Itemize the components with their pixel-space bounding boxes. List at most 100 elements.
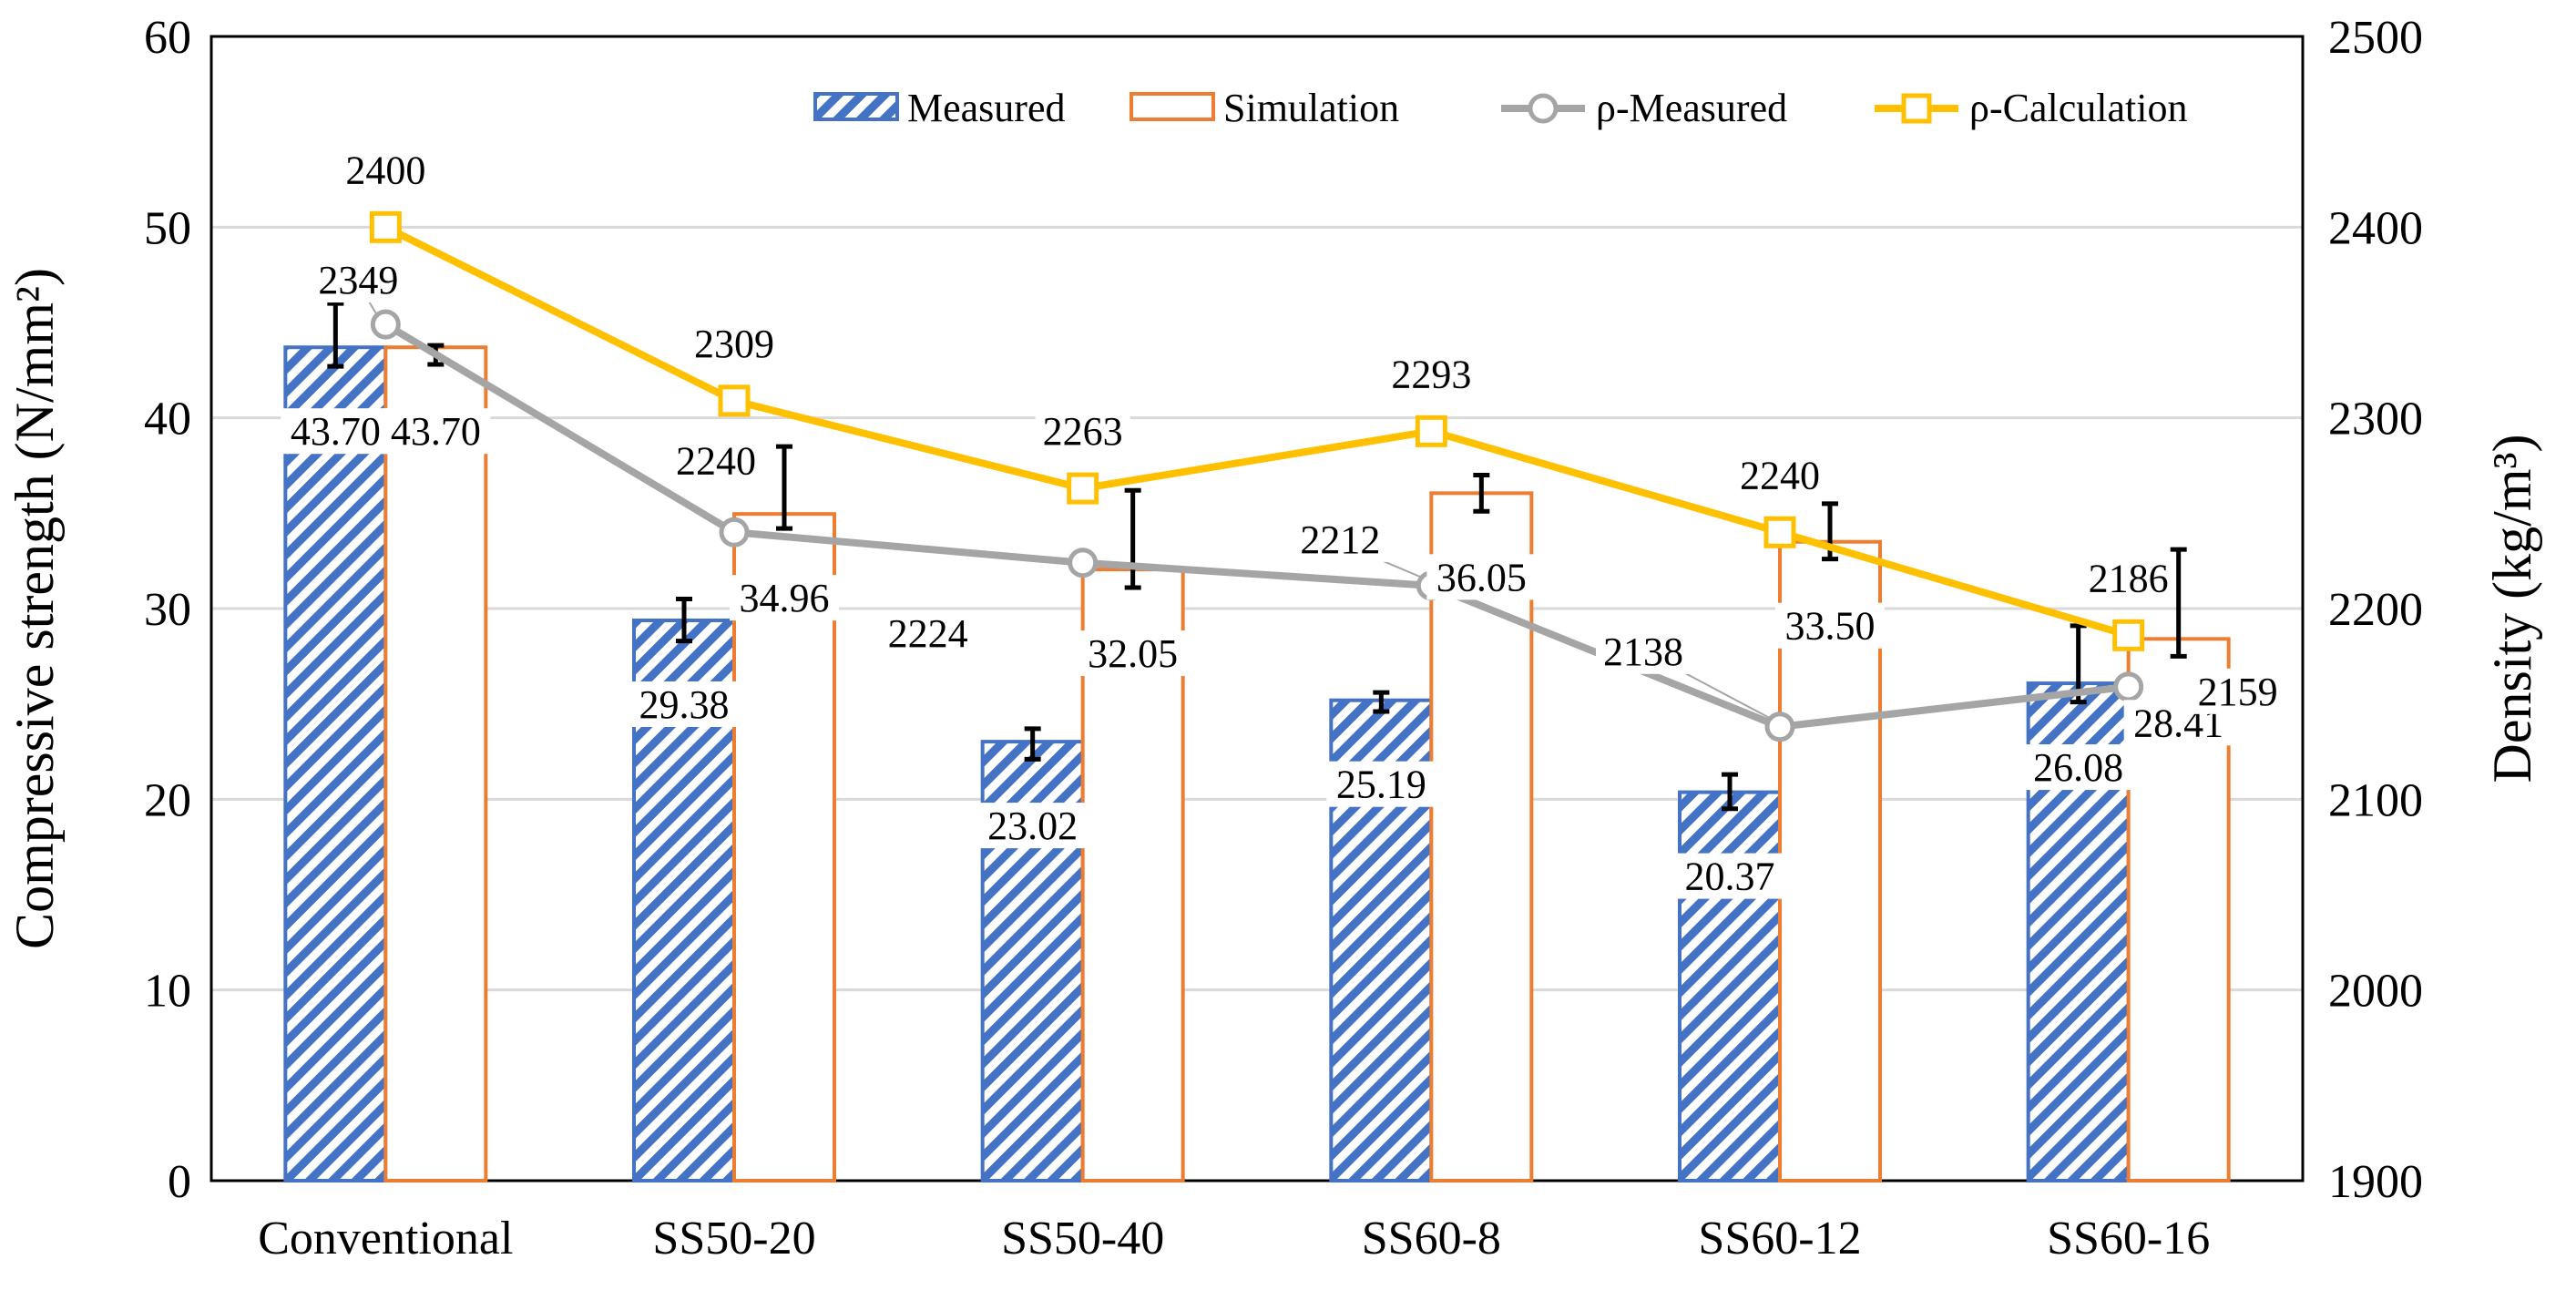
rho-measured-label: 2224	[888, 611, 968, 656]
simulation-value-label: 32.05	[1088, 631, 1178, 676]
left-axis-title: Compressive strength (N/mm²)	[5, 268, 65, 949]
rho-calculation-label: 2240	[1740, 453, 1820, 497]
rho-measured-label: 2240	[676, 438, 756, 483]
data-labels: 43.70 43.70 29.38 34.96 23.02 32.05 25.19 36.05…	[281, 147, 2285, 899]
rho-measured-label-bg	[669, 437, 763, 484]
simulation-value-label: 34.96	[740, 576, 830, 620]
rho-measured-marker	[1764, 712, 1795, 742]
rho-measured-marker	[2113, 671, 2144, 702]
right-axis-title: Density (kg/m³)	[2482, 435, 2542, 783]
right-tick-label: 1900	[2328, 1156, 2423, 1208]
measured-value-label-bg	[281, 408, 391, 455]
rho-calculation-label-bg	[687, 320, 782, 366]
rho-measured-label-bg	[1596, 628, 1691, 674]
measured-value-label: 29.38	[639, 682, 730, 727]
simulation-value-label-bg	[730, 575, 839, 621]
legend: Measured Simulation ρ-Measured ρ-Calcula…	[813, 86, 2187, 130]
rho-measured-label: 2138	[1603, 630, 1683, 674]
rho-calculation-label: 2263	[1043, 409, 1123, 454]
rho-calculation-marker	[1763, 516, 1796, 548]
measured-value-label: 26.08	[2033, 745, 2123, 790]
rho-calculation-label: 2293	[1391, 352, 1471, 396]
x-tick-label: SS60-12	[1698, 1213, 1861, 1264]
legend-label-rho-measured: ρ-Measured	[1596, 86, 1787, 130]
legend-marker-rho-measured	[1528, 93, 1559, 124]
rho-measured-label-bg	[2190, 668, 2285, 714]
bar-measured	[283, 345, 388, 1183]
density-lines	[369, 210, 2145, 742]
rho-calculation-label-bg	[1035, 408, 1130, 455]
measured-value-label: 25.19	[1336, 763, 1426, 807]
rho-calculation-marker	[1067, 472, 1099, 505]
rho-calculation-marker	[1415, 415, 1447, 447]
right-axis: 1900 2000 2100 2200 2300 2400 2500	[2328, 12, 2423, 1208]
rho-calculation-marker	[2112, 619, 2145, 651]
rho-measured-label-bg	[880, 609, 976, 656]
simulation-value-label: 33.50	[1785, 604, 1876, 649]
rho-measured-line	[383, 321, 2130, 731]
rho-calculation-label-bg	[1733, 452, 1827, 498]
x-tick-label: Conventional	[258, 1213, 513, 1264]
left-tick-label: 10	[144, 966, 191, 1018]
bar-simulation	[732, 512, 836, 1182]
legend-marker-rho-calculation	[1901, 93, 1932, 124]
x-axis: Conventional SS50-20 SS50-40 SS60-8 SS60-12 S…	[258, 1213, 2210, 1264]
right-tick-label: 2300	[2328, 394, 2423, 445]
measured-value-label-bg	[2023, 744, 2133, 791]
measured-value-label: 43.70	[291, 409, 381, 454]
rho-measured-marker	[370, 309, 401, 340]
legend-label-rho-calculation: ρ-Calculation	[1969, 86, 2187, 130]
simulation-value-label-bg	[1078, 630, 1188, 677]
rho-calculation-label-bg	[338, 147, 434, 193]
simulation-value-label: 36.05	[1436, 555, 1527, 599]
simulation-value-label-bg	[1426, 554, 1537, 600]
bar-simulation	[383, 345, 488, 1183]
rho-measured-label: 2212	[1300, 517, 1380, 562]
right-tick-label: 2100	[2328, 774, 2423, 826]
simulation-value-label-bg	[381, 408, 491, 455]
rho-measured-leader	[1679, 669, 1774, 721]
rho-calculation-marker	[718, 384, 751, 417]
bars	[283, 345, 2231, 1183]
rho-calculation-label-bg	[2080, 555, 2176, 601]
measured-value-label-bg	[629, 681, 739, 727]
legend-label-simulation: Simulation	[1223, 86, 1399, 130]
rho-measured-label: 2349	[318, 258, 398, 302]
left-tick-label: 0	[168, 1156, 191, 1208]
left-tick-label: 60	[144, 12, 191, 64]
rho-measured-label: 2159	[2198, 670, 2278, 714]
error-bars	[327, 301, 2187, 812]
rho-calculation-label-bg	[1384, 351, 1479, 397]
rho-measured-marker	[1068, 548, 1099, 578]
measured-value-label-bg	[977, 803, 1088, 849]
x-tick-label: SS60-16	[2047, 1213, 2210, 1264]
right-tick-label: 2200	[2328, 584, 2423, 636]
rho-measured-marker	[719, 517, 750, 548]
plot-area-frame	[210, 35, 2305, 1182]
bar-measured	[1678, 790, 1782, 1182]
left-tick-label: 30	[144, 584, 191, 636]
right-tick-label: 2500	[2328, 12, 2423, 64]
rho-calculation-label: 2186	[2089, 556, 2169, 600]
left-tick-label: 20	[144, 774, 191, 826]
rho-calculation-label: 2309	[694, 322, 774, 366]
legend-swatch-simulation	[1130, 92, 1215, 121]
right-tick-label: 2000	[2328, 966, 2423, 1018]
legend-label-measured: Measured	[907, 86, 1066, 130]
measured-value-label: 23.02	[987, 804, 1078, 848]
left-tick-label: 50	[144, 202, 191, 254]
simulation-value-label: 43.70	[391, 409, 481, 454]
rho-measured-label-bg	[1293, 516, 1388, 562]
left-tick-label: 40	[144, 394, 191, 445]
left-axis: 0 10 20 30 40 50 60	[144, 12, 191, 1208]
rho-calculation-marker	[369, 210, 402, 243]
rho-calculation-line	[383, 223, 2130, 640]
legend-swatch-measured	[813, 92, 899, 121]
measured-value-label: 20.37	[1685, 855, 1775, 899]
rho-calculation-label: 2400	[345, 148, 425, 192]
x-tick-label: SS50-40	[1001, 1213, 1164, 1264]
x-tick-label: SS50-20	[652, 1213, 815, 1264]
x-tick-label: SS60-8	[1362, 1213, 1501, 1264]
gridlines	[211, 225, 2303, 992]
